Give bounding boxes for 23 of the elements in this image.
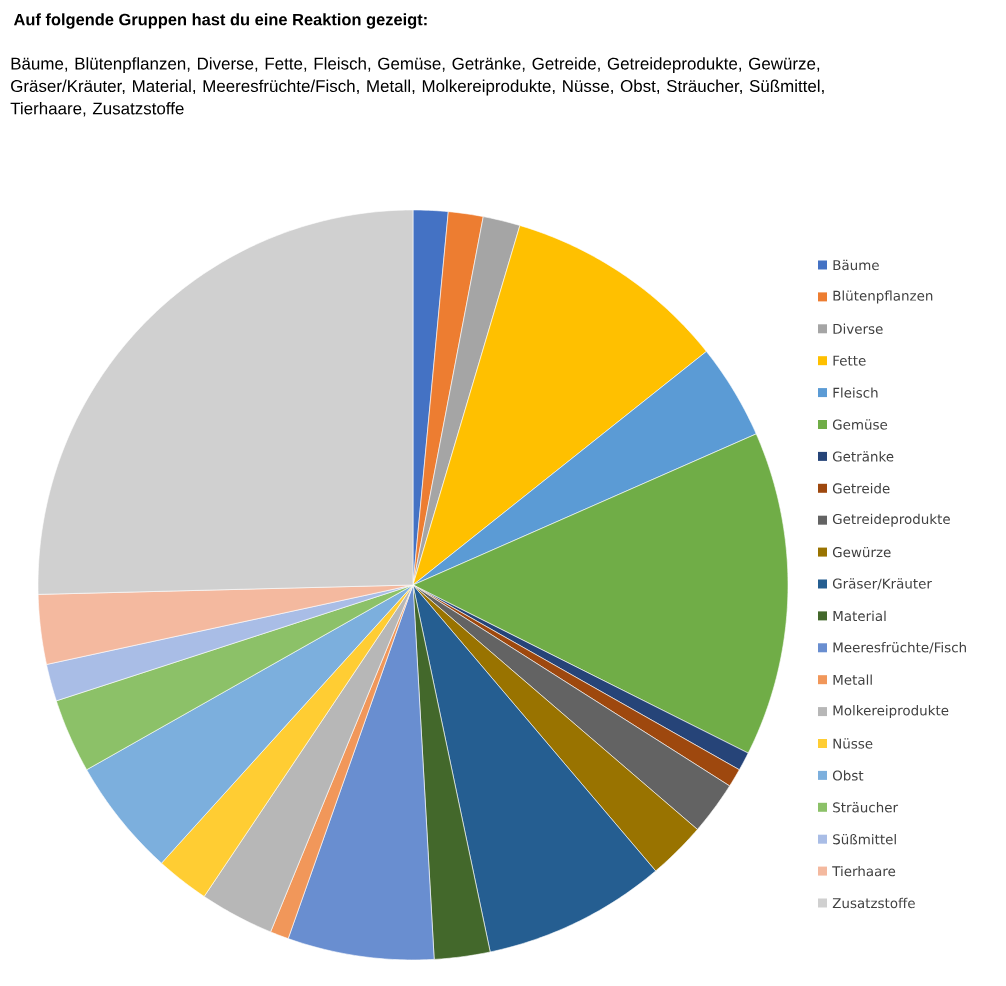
legend-label: Gewürze [832,546,891,558]
legend-label: Molkereiprodukte [833,705,949,719]
legend-label: Diverse [833,323,883,334]
legend-label: Bäume [833,259,879,271]
legend-label: Meeresfrüchte/Fisch [833,642,966,654]
legend-label: Getreide [832,483,890,494]
legend-label: Obst [832,770,864,781]
legend-label: Tierhaare [832,865,896,877]
legend-label: Getreideprodukte [832,513,950,527]
legend-label: Zusatzstoffe [832,897,915,909]
legend-label: Sträucher [833,802,899,813]
legend-label: Metall [833,674,872,685]
legend-label: Gräser/Kräuter [832,578,932,590]
legend-label: Getränke [832,451,894,462]
legend-label: Nüsse [833,738,873,749]
legend-label: Fleisch [833,387,878,398]
legend-label: Fette [833,355,866,366]
chart-title: Auf folgende Gruppen hast du eine Reaktion gezeigt: [13,13,427,29]
legend-label: Süßmittel [833,833,896,845]
legend-label: Blütenpflanzen [833,290,933,304]
legend-label: Material [833,610,886,622]
legend-label: Gemüse [832,419,888,430]
chart-subtitle: Bäume, Blütenpflanzen, Diverse, Fette, Fleisch, Gemüse, Getränke, Getreide, Getreideprodukte, Gewürze, Gräser/Kräuter, Material, Meeresfrüchte/Fisch, Metall, Molkereiprodukte, Nüsse, Obst, Sträucher, Süßmittel, Tierhaare, Zusatzstoffe [10,57,824,117]
